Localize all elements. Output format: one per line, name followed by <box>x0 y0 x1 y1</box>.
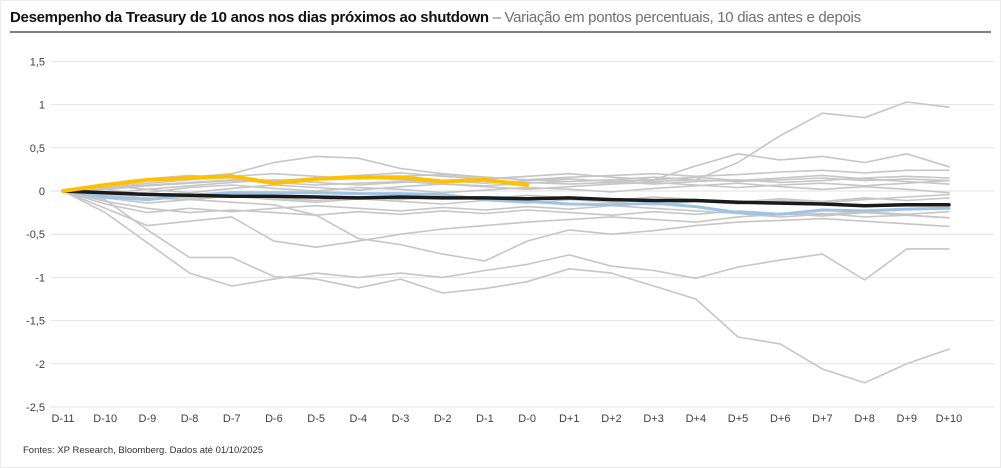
x-tick-label: D-0 <box>518 413 536 425</box>
x-tick-label: D-11 <box>51 413 74 425</box>
x-tick-label: D-3 <box>392 413 410 425</box>
x-tick-label: D+6 <box>770 413 791 425</box>
y-tick-label: -1 <box>35 272 45 284</box>
x-tick-label: D+9 <box>897 413 918 425</box>
source-note: Fontes: XP Research, Bloomberg. Dados at… <box>23 445 264 456</box>
x-tick-label: D+1 <box>559 413 580 425</box>
x-tick-label: D+10 <box>936 413 963 425</box>
x-tick-label: D-10 <box>93 413 117 425</box>
y-tick-label: -0,5 <box>26 229 45 241</box>
chart-subtitle: – Variação em pontos percentuais, 10 dia… <box>488 9 861 26</box>
y-tick-label: -2 <box>35 359 45 371</box>
x-tick-label: D+4 <box>686 413 707 425</box>
x-tick-label: D-1 <box>476 413 494 425</box>
x-tick-label: D-8 <box>181 413 199 425</box>
x-tick-label: D-6 <box>265 413 283 425</box>
chart-line-gray-line-16 <box>62 182 950 197</box>
x-tick-label: D+2 <box>601 413 622 425</box>
chart-line-gray-line-13 <box>62 190 950 218</box>
chart-line-gray-line-1 <box>62 190 950 384</box>
chart-title-main: Desempenho da Treasury de 10 anos nos di… <box>10 9 489 26</box>
chart-line-gray-line-4 <box>62 190 950 248</box>
x-tick-label: D-4 <box>349 413 367 425</box>
y-tick-label: -2,5 <box>26 402 45 414</box>
x-tick-label: D-5 <box>307 413 325 425</box>
y-tick-label: 1,5 <box>30 56 45 68</box>
x-tick-label: D+5 <box>728 413 749 425</box>
title-divider <box>10 31 991 33</box>
chart-title: Desempenho da Treasury de 10 anos nos di… <box>10 8 991 27</box>
x-tick-label: D+7 <box>812 413 833 425</box>
chart-line-gray-line-3 <box>62 190 950 287</box>
chart-line-gray-line-2 <box>62 190 950 262</box>
chart-line-yellow-current-line <box>61 174 530 193</box>
x-tick-label: D-7 <box>223 413 241 425</box>
x-tick-label: D+8 <box>854 413 875 425</box>
chart-line-black-median-line <box>61 189 951 208</box>
y-tick-label: 0,5 <box>30 143 45 155</box>
x-tick-label: D+3 <box>643 413 664 425</box>
y-tick-label: 1 <box>39 100 45 112</box>
x-tick-label: D-2 <box>434 413 452 425</box>
y-tick-label: -1,5 <box>26 316 45 328</box>
x-tick-label: D-9 <box>139 413 157 425</box>
y-tick-label: 0 <box>39 186 45 198</box>
